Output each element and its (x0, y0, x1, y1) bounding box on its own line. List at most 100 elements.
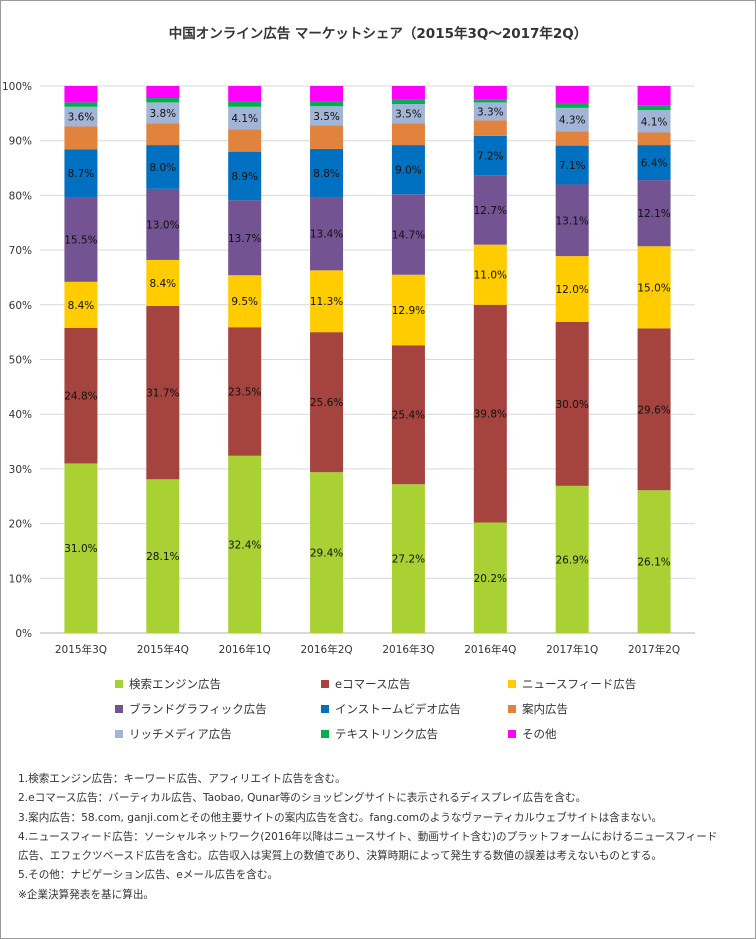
x-tick-label: 2015年3Q (55, 643, 107, 656)
bar-segment (473, 86, 507, 100)
legend-swatch (321, 680, 329, 688)
bar-segment (146, 188, 180, 260)
bar-segment (637, 132, 671, 146)
legend-label: eコマース広告 (335, 677, 411, 691)
legend-swatch (321, 705, 329, 713)
y-tick-label: 40% (9, 409, 32, 421)
chart-title: 中国オンライン広告 マーケットシェア（2015年3Q～2017年2Q） (168, 26, 588, 42)
bar-segment (555, 131, 589, 146)
legend-item: ニュースフィード広告 (508, 676, 636, 692)
footnote: 2.eコマース広告：バーティカル広告、Taobao, Qunar等のショッピング… (18, 792, 587, 805)
y-tick-label: 100% (2, 81, 32, 93)
legend-swatch (508, 680, 516, 688)
legend-swatch (508, 705, 516, 713)
bar-segment (228, 129, 262, 152)
stacked-bar-chart: 0% 10% 20% 30% 40% 50% 60% 70% 80% 90% 100% 31.0% 24… (2, 81, 695, 656)
data-label: 14.7% (392, 230, 425, 242)
bar-segment (637, 328, 671, 491)
data-label: 4.1% (641, 116, 668, 128)
bar-segment (555, 485, 589, 633)
footnote: 1.検索エンジン広告：キーワード広告、アフィリエイト広告を含む。 (18, 773, 346, 785)
bar-segment (64, 281, 98, 328)
bar-segment (310, 270, 344, 333)
bar-segment (310, 125, 344, 149)
data-label: 20.2% (474, 573, 507, 585)
bar-segment (637, 86, 671, 106)
bar-segment (228, 200, 262, 276)
bar-segment (637, 105, 671, 111)
bar-segment (391, 99, 425, 105)
data-label: 29.4% (310, 548, 343, 560)
legend-item: ブランドグラフィック広告 (115, 701, 267, 717)
data-label: 12.0% (556, 284, 589, 296)
data-label: 13.4% (310, 229, 343, 241)
bar-segment (146, 98, 180, 103)
bar-segment (64, 197, 98, 282)
data-label: 11.0% (474, 270, 507, 282)
bar-segment (555, 102, 589, 108)
data-label: 4.1% (231, 113, 258, 125)
bar-segment (146, 102, 180, 124)
bar-segment (64, 327, 98, 464)
data-label: 12.1% (637, 208, 670, 220)
bar-segment (228, 106, 262, 130)
data-label: 39.8% (474, 409, 507, 421)
bar-segment (637, 145, 671, 181)
legend-item: リッチメディア広告 (115, 726, 232, 742)
footnote: 3.案内広告：58.com, ganji.comとその他主要サイトの案内広告を含… (18, 811, 663, 824)
data-label: 29.6% (637, 404, 670, 416)
legend-label: 検索エンジン広告 (129, 677, 221, 691)
bar-segment (473, 244, 507, 305)
bar-segment (146, 145, 180, 189)
data-label: 7.2% (477, 150, 504, 162)
data-label: 28.1% (146, 551, 179, 563)
y-tick-label: 10% (9, 573, 32, 585)
bar-segment (637, 246, 671, 329)
x-tick-label: 2016年1Q (219, 643, 271, 656)
data-label: 8.4% (68, 300, 95, 312)
x-tick-label: 2016年4Q (464, 643, 516, 656)
y-tick-label: 0% (15, 628, 32, 640)
legend-label: その他 (522, 727, 557, 741)
bar-segment (310, 101, 344, 107)
data-label: 8.7% (68, 168, 95, 180)
bar-segment (146, 479, 180, 633)
bar-segment (555, 145, 589, 185)
bar-segment (228, 86, 262, 102)
data-label: 9.5% (231, 296, 258, 308)
bar-segment (473, 304, 507, 523)
bar-segment (228, 327, 262, 456)
data-label: 23.5% (228, 386, 261, 398)
data-label: 8.9% (231, 171, 258, 183)
bar-segment (473, 175, 507, 245)
data-label: 25.4% (392, 410, 425, 422)
legend-item: eコマース広告 (321, 676, 411, 692)
bar-segment (555, 256, 589, 322)
legend-swatch (115, 730, 123, 738)
bar-segment (310, 86, 344, 102)
data-label: 8.4% (149, 278, 176, 290)
bar-segment (391, 484, 425, 633)
data-label: 25.6% (310, 397, 343, 409)
legend-item: インストームビデオ広告 (321, 701, 461, 717)
legend-item: 検索エンジン広告 (115, 676, 221, 692)
bar-segment (310, 197, 344, 271)
legend-label: 案内広告 (522, 702, 568, 716)
legend-swatch (321, 730, 329, 738)
legend-label: インストームビデオ広告 (335, 702, 461, 716)
bar-segment (555, 184, 589, 257)
data-label: 12.7% (474, 205, 507, 217)
legend-label: リッチメディア広告 (129, 727, 232, 741)
bar-segment (473, 522, 507, 633)
data-label: 3.3% (477, 106, 504, 118)
data-label: 3.6% (68, 112, 95, 124)
data-label: 32.4% (228, 539, 261, 551)
data-label: 31.0% (64, 543, 97, 555)
footnote: ※企業決算発表を基に算出。 (18, 888, 155, 901)
data-label: 15.0% (637, 282, 670, 294)
bar-segment (637, 180, 671, 247)
bar-segment (146, 123, 180, 146)
data-label: 3.5% (395, 109, 422, 121)
bar-segment (473, 120, 507, 136)
bar-segment (228, 455, 262, 633)
